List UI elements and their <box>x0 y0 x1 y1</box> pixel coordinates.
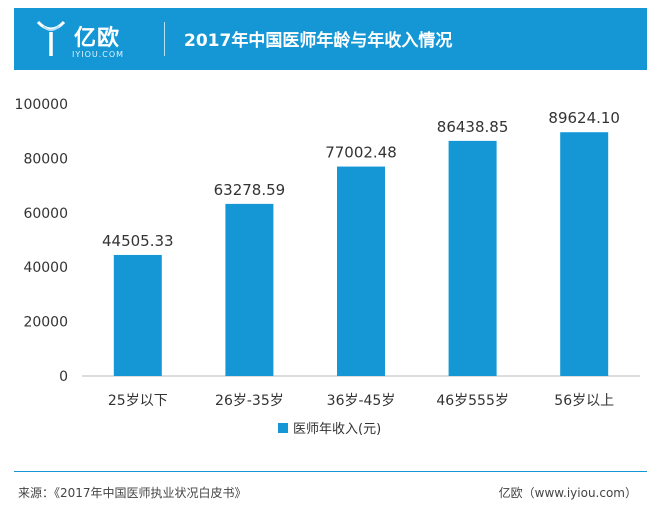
data-label: 63278.59 <box>214 181 286 199</box>
bar <box>337 166 385 376</box>
data-label: 77002.48 <box>325 144 397 162</box>
y-tick-label: 20000 <box>23 315 68 331</box>
logo-text: 亿欧 <box>74 26 121 51</box>
category-label: 56岁以上 <box>554 393 614 409</box>
category-labels: 25岁以下 26岁-35岁 36岁-45岁 46岁555岁 56岁以上 <box>108 393 614 409</box>
logo-subtext: IYIOU.COM <box>72 50 125 59</box>
y-tick-label: 40000 <box>23 260 68 276</box>
bar <box>448 140 497 376</box>
brand-credit: 亿欧（www.iyiou.com） <box>498 486 637 500</box>
category-label: 36岁-45岁 <box>327 393 396 409</box>
bar <box>225 203 274 376</box>
data-label: 86438.85 <box>437 118 509 136</box>
footer-divider <box>14 471 647 472</box>
bar <box>560 132 609 376</box>
header-banner: 亿欧 IYIOU.COM 2017年中国医师年龄与年收入情况 <box>14 8 647 70</box>
y-tick-label: 60000 <box>23 206 68 222</box>
page-title: 2017年中国医师年龄与年收入情况 <box>184 31 453 51</box>
y-tick-label: 100000 <box>15 97 68 113</box>
legend-swatch <box>278 423 288 433</box>
y-tick-label: 0 <box>59 369 68 385</box>
bar-chart: 0 20000 40000 60000 80000 100000 44505.33 6327… <box>15 97 640 437</box>
y-tick-label: 80000 <box>23 151 68 167</box>
bars <box>113 132 609 376</box>
data-label: 44505.33 <box>102 232 174 250</box>
data-labels: 44505.33 63278.59 77002.48 86438.85 89624.10 <box>102 109 620 250</box>
y-axis-ticks: 0 20000 40000 60000 80000 100000 <box>15 97 68 385</box>
data-label: 89624.10 <box>548 109 620 127</box>
logo-icon <box>36 20 66 56</box>
header-divider <box>164 22 165 56</box>
legend-label: 医师年收入(元) <box>293 422 381 437</box>
bar <box>113 254 162 376</box>
category-label: 46岁555岁 <box>436 393 509 409</box>
category-label: 26岁-35岁 <box>215 393 284 409</box>
category-label: 25岁以下 <box>108 393 168 409</box>
source-note: 来源：《2017年中国医师执业状况白皮书》 <box>18 486 247 500</box>
legend: 医师年收入(元) <box>278 422 381 437</box>
